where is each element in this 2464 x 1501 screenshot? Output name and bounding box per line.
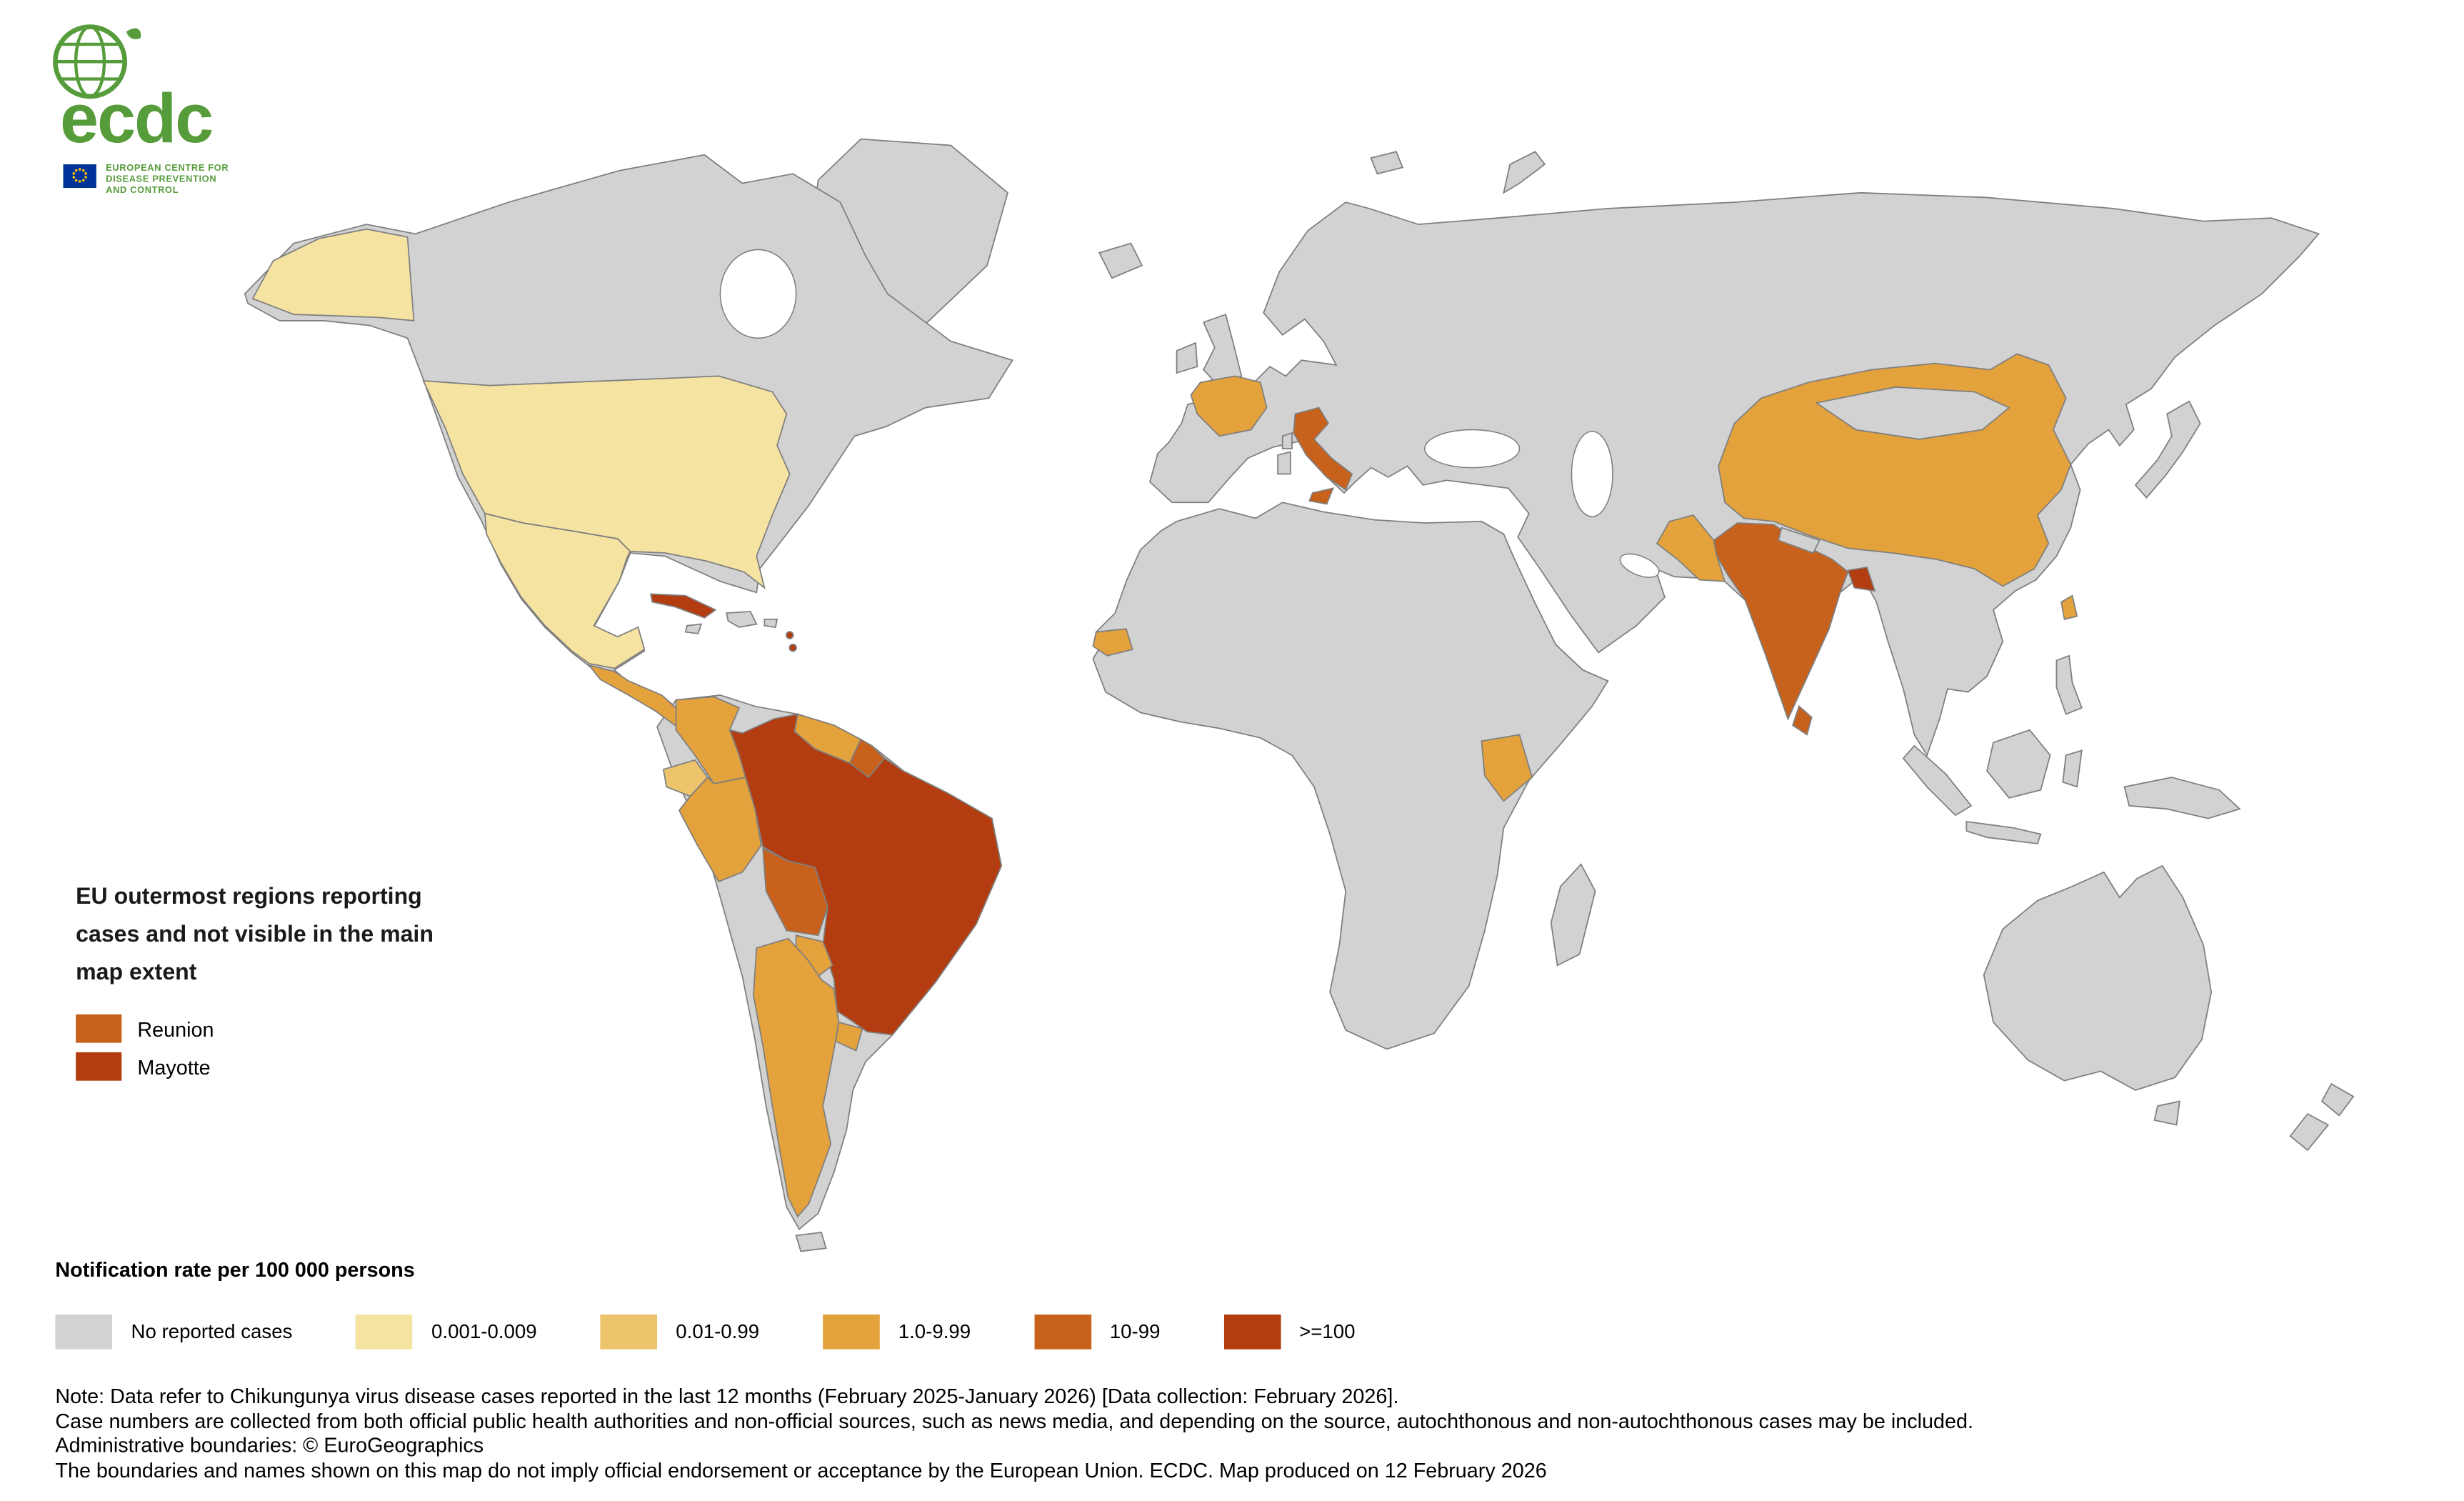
- note-line: Administrative boundaries: © EuroGeograp…: [55, 1433, 484, 1457]
- ecdc-globe-icon: [53, 24, 141, 99]
- country-guadeloupe: [786, 631, 794, 639]
- mayotte-label: Mayotte: [137, 1054, 211, 1079]
- landmass-jamaica: [684, 623, 703, 634]
- note-line: Note: Data refer to Chikungunya virus di…: [55, 1384, 1399, 1408]
- no-cases-swatch: [55, 1315, 113, 1350]
- note-line: The boundaries and names shown on this m…: [55, 1457, 1547, 1482]
- country-brazil: [728, 713, 1003, 1036]
- landmass-philippines: [2055, 654, 2083, 715]
- landmass-sardinia: [1277, 451, 1291, 475]
- landmass-new-zealand-north: [2320, 1082, 2355, 1117]
- landmass-new-zealand-south: [2289, 1113, 2330, 1152]
- country-martinique: [788, 643, 797, 652]
- rate-legend-title: Notification rate per 100 000 persons: [55, 1257, 415, 1282]
- reunion-swatch: [76, 1014, 122, 1043]
- country-sicily: [1308, 487, 1334, 505]
- hudson-bay: [719, 249, 797, 339]
- country-central-america: [587, 664, 690, 729]
- rate-0-001-swatch: [355, 1315, 413, 1350]
- rate-1-label: 1.0-9.99: [898, 1320, 971, 1343]
- landmass-hispaniola: [726, 610, 758, 628]
- note-line: Case numbers are collected from both off…: [55, 1408, 1973, 1432]
- country-mongolia: [1815, 386, 2010, 440]
- rate-100-label: >=100: [1299, 1320, 1356, 1343]
- caspian-sea: [1571, 430, 1613, 517]
- country-bangladesh: [1847, 566, 1876, 592]
- landmass-sumatra: [1902, 744, 1973, 817]
- landmass-tierra-del-fuego: [795, 1232, 827, 1252]
- outermost-regions-legend: EU outermost regions reporting cases and…: [76, 879, 518, 1090]
- rate-0-01-swatch: [600, 1315, 657, 1350]
- landmass-svalbard: [1370, 151, 1404, 175]
- country-nepal: [1778, 527, 1821, 554]
- landmass-madagascar: [1550, 863, 1596, 967]
- country-peru: [678, 776, 762, 883]
- country-alaska: [251, 228, 415, 321]
- country-pakistan: [1656, 514, 1726, 582]
- rate-100-swatch: [1223, 1315, 1281, 1350]
- country-kenya: [1481, 734, 1533, 802]
- landmass-africa: [1092, 502, 1609, 1050]
- persian-gulf: [1619, 553, 1660, 578]
- ecdc-logo: ecdc EUROPEAN CENTRE FOR DISEASE PREVENT…: [44, 19, 360, 199]
- outermost-legend-title-line: map extent: [76, 960, 197, 986]
- landmass-tasmania: [2153, 1100, 2180, 1126]
- landmass-new-guinea: [2123, 777, 2241, 819]
- legend-item-rate-100: >=100: [1223, 1315, 1356, 1350]
- landmass-iceland: [1098, 242, 1143, 279]
- ecdc-org-name: EUROPEAN CENTRE FOR DISEASE PREVENTION A…: [106, 164, 229, 197]
- legend-item-rate-0-001: 0.001-0.009: [355, 1315, 537, 1350]
- country-france: [1190, 375, 1268, 437]
- notification-rate-legend: Notification rate per 100 000 persons No…: [55, 1257, 1418, 1350]
- landmass-java: [1965, 820, 2042, 844]
- country-senegal: [1092, 628, 1133, 657]
- rate-0-01-label: 0.01-0.99: [676, 1320, 760, 1343]
- country-argentina: [753, 937, 840, 1218]
- landmass-corsica: [1281, 432, 1293, 449]
- landmass-novaya-zemlya: [1503, 151, 1546, 194]
- rate-10-swatch: [1033, 1315, 1091, 1350]
- country-sri-lanka: [1792, 705, 1813, 736]
- ecdc-wordmark: ecdc: [60, 80, 214, 159]
- rate-0-001-label: 0.001-0.009: [431, 1320, 537, 1343]
- outermost-legend-title-line: cases and not visible in the main: [76, 922, 434, 948]
- eu-flag-icon: [63, 164, 96, 189]
- landmass-ireland: [1176, 341, 1198, 374]
- legend-item-rate-0-01: 0.01-0.99: [600, 1315, 759, 1350]
- landmass-puerto-rico: [763, 619, 778, 628]
- country-taiwan: [2060, 594, 2078, 621]
- rate-10-label: 10-99: [1109, 1320, 1161, 1343]
- reunion-label: Reunion: [137, 1017, 214, 1041]
- legend-item-rate-1: 1.0-9.99: [822, 1315, 971, 1350]
- country-cuba: [650, 593, 717, 619]
- landmass-japan: [2134, 400, 2201, 499]
- legend-item-mayotte: Mayotte: [76, 1052, 518, 1081]
- no-cases-label: No reported cases: [131, 1320, 293, 1343]
- mayotte-swatch: [76, 1052, 122, 1081]
- legend-item-no-cases: No reported cases: [55, 1315, 292, 1350]
- landmass-sulawesi: [2062, 749, 2083, 788]
- country-mexico: [484, 512, 646, 669]
- country-italy: [1293, 407, 1353, 491]
- black-sea: [1424, 429, 1521, 469]
- legend-item-rate-10: 10-99: [1033, 1315, 1161, 1350]
- rate-1-swatch: [822, 1315, 880, 1350]
- legend-item-reunion: Reunion: [76, 1014, 518, 1043]
- country-uruguay: [834, 1021, 863, 1052]
- outermost-legend-title-line: EU outermost regions reporting: [76, 884, 422, 910]
- landmass-australia: [1983, 864, 2213, 1091]
- landmass-borneo: [1986, 729, 2051, 799]
- country-bolivia: [762, 847, 828, 937]
- map-notes: Note: Data refer to Chikungunya virus di…: [55, 1384, 1973, 1482]
